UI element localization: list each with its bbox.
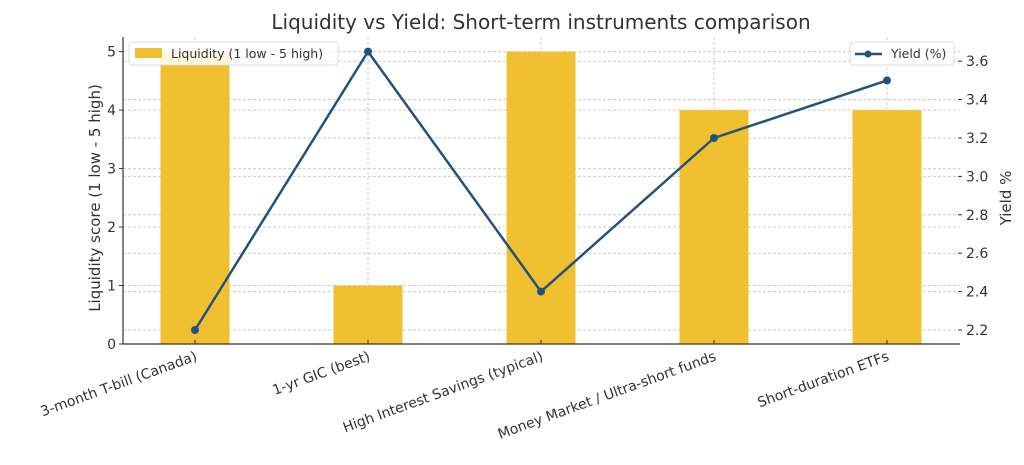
right-y-tick-label: 3.2: [966, 131, 988, 147]
x-tick-label: 1-yr GIC (best): [270, 349, 372, 399]
y-tick-label: 0: [107, 337, 116, 353]
right-y-tick-label: 2.4: [966, 285, 988, 301]
legend-yield: Yield (%): [849, 41, 955, 66]
legend-bar-swatch: [135, 48, 162, 58]
yield-point-marker: [364, 47, 372, 56]
y-tick-label: 3: [107, 162, 116, 178]
yield-point-marker: [710, 134, 718, 142]
right-y-tick-label: 2.6: [966, 246, 988, 262]
right-y-tick-label: 2.8: [966, 208, 988, 224]
right-y-tick-label: 3.0: [966, 169, 988, 185]
legend-liquidity: Liquidity (1 low - 5 high): [128, 41, 339, 66]
left-y-axis-label: Liquidity score (1 low - 5 high): [86, 84, 104, 312]
right-y-tick-label: 2.2: [966, 323, 988, 339]
right-y-tick-label: 3.4: [966, 93, 988, 109]
yield-point-marker: [537, 287, 545, 296]
right-y-tick-labels: 2.2 2.4 2.6 2.8 3.0 3.2 3.4 3.6: [958, 54, 988, 339]
y-tick-label: 2: [107, 220, 116, 236]
x-tick-labels: 3-month T-bill (Canada) 1-yr GIC (best)Hi…: [38, 349, 891, 443]
liquidity-bar: [160, 51, 230, 344]
y-tick-label: 1: [107, 279, 116, 295]
left-y-tick-labels: 0 1 2 3 4 5: [107, 45, 123, 353]
legend-liquidity-label: Liquidity (1 low - 5 high): [171, 46, 323, 61]
liquidity-bars: [160, 51, 922, 344]
liquidity-bar: [333, 285, 403, 344]
y-tick-label: 5: [107, 45, 116, 61]
legend-marker-icon: [864, 50, 872, 58]
yield-point-marker: [191, 326, 199, 334]
x-tick-label: 3-month T-bill (Canada): [38, 349, 199, 421]
y-tick-label: 4: [107, 103, 116, 119]
yield-line: [191, 47, 891, 334]
right-y-axis-label: Yield %: [997, 171, 1015, 227]
axes: [122, 37, 960, 345]
liquidity-bar: [852, 110, 922, 344]
legend-yield-label: Yield (%): [890, 46, 946, 61]
x-tick-label: Short-duration ETFs: [756, 349, 892, 411]
yield-point-marker: [883, 76, 891, 85]
liquidity-bar: [679, 110, 749, 344]
chart-title: Liquidity vs Yield: Short-term instrumen…: [271, 10, 810, 34]
right-y-tick-label: 3.6: [966, 54, 988, 70]
liquidity-bar: [506, 51, 576, 344]
